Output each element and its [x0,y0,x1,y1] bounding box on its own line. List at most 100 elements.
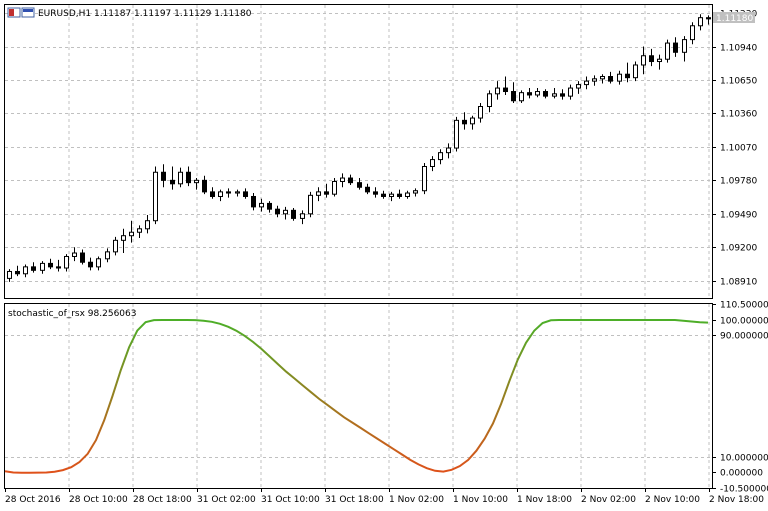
time-tick-label: 28 Oct 2016 [5,495,61,505]
candle [210,187,215,199]
candle [267,201,272,213]
candle [649,48,654,67]
time-tick-label: 2 Nov 02:00 [581,495,636,505]
indicator-axis: 110.500000 100.000000 90.000000 10.000000 0.… [712,301,768,495]
candle [584,76,589,90]
chart-window-icon [7,7,35,18]
candle [543,89,548,99]
candle [194,178,199,190]
candle [324,183,329,198]
candle [218,189,223,202]
time-tick-label: 28 Oct 18:00 [133,495,192,505]
candle [665,39,670,63]
candle [161,164,166,188]
candle [657,54,662,70]
candle [454,116,459,152]
candle [673,37,678,57]
candle [283,206,288,220]
main-grid [5,5,712,298]
indicator-line [4,319,709,474]
candle [617,70,622,85]
price-tick-label: 1.09490 [720,211,757,221]
candle [48,258,53,270]
candle [340,173,345,188]
candle [88,257,93,271]
candle [495,81,500,100]
price-tick-label: 1.10940 [720,44,757,54]
candle [72,247,77,262]
current-price-marker [713,12,755,23]
price-tick-label: 1.09780 [720,177,757,187]
candle [641,46,646,75]
candle [178,167,183,188]
candle [462,112,467,130]
candle [430,156,435,172]
candle [365,183,370,195]
candle [31,262,36,273]
candle [405,190,410,199]
indicator-tick-label: 100.000000 [720,317,768,327]
candle [291,208,296,221]
candle [698,14,703,31]
price-tick-label: 1.09200 [720,244,757,254]
candle [397,189,402,199]
candle [511,82,516,104]
candle [105,248,110,263]
candle [80,249,85,265]
candle [487,90,492,113]
indicator-header: stochastic_of_rsx 98.256063 [8,309,136,319]
time-tick-label: 2 Nov 10:00 [645,495,700,505]
candle [259,198,264,212]
candle [243,188,248,199]
candle [251,193,256,211]
time-tick-label: 2 Nov 18:00 [709,495,764,505]
candle [373,187,378,198]
candle [202,175,207,195]
candle [478,103,483,123]
candle [7,269,12,282]
candle [129,220,134,243]
candle [235,189,240,197]
candle [332,178,337,197]
candle [153,166,158,225]
candle [592,75,597,86]
candle [608,71,613,84]
candle [625,62,630,83]
candle [633,61,638,82]
candle [357,178,362,190]
candle [470,115,475,130]
candle [226,188,231,198]
candle [170,166,175,190]
candles-layer [7,14,711,282]
candle [389,191,394,202]
candle [413,188,418,197]
candle [535,88,540,98]
candle [568,84,573,100]
candle [186,166,191,187]
time-tick-label: 1 Nov 02:00 [389,495,444,505]
candle [300,210,305,225]
candle [682,36,687,62]
candle [121,228,126,254]
candle [422,163,427,195]
candle [15,265,20,277]
price-tick-label: 1.10650 [720,77,757,87]
symbol-header: EURUSD,H1 1.11187 1.11197 1.11129 1.1118… [38,9,252,19]
candle [576,81,581,94]
candle [527,88,532,99]
candle [560,89,565,100]
price-tick-label: 1.10360 [720,110,757,120]
candle [381,190,386,199]
price-axis: 1.112301.109401.106501.103601.100701.097… [712,10,757,288]
indicator-tick-label: 90.000000 [720,332,768,342]
price-tick-label: 1.08910 [720,278,757,288]
time-tick-label: 31 Oct 18:00 [325,495,384,505]
candle [446,143,451,159]
candle [308,191,313,218]
indicator-tick-label: -10.500000 [720,485,768,495]
indicator-tick-label: 10.000000 [720,454,768,464]
candle [600,74,605,84]
candle [145,214,150,234]
